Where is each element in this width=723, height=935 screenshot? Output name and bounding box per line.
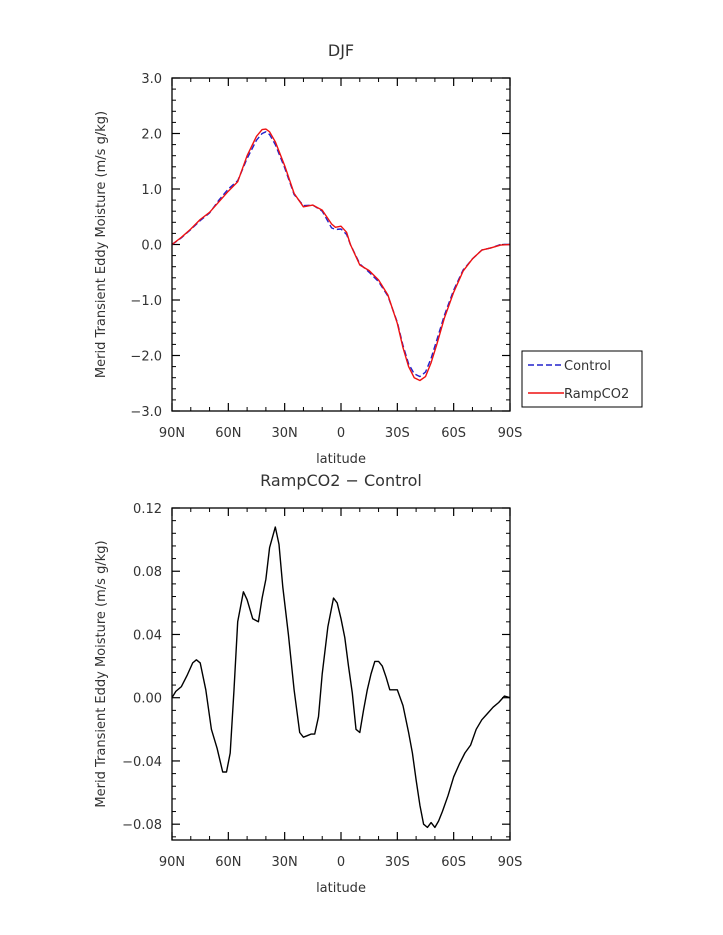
bottom-x-tick-label: 60S xyxy=(441,855,466,870)
top-x-tick-label: 0 xyxy=(337,426,345,441)
bottom-x-tick-label: 30N xyxy=(272,855,298,870)
top-chart-title: DJF xyxy=(328,41,354,60)
legend-label-rampco2: RampCO2 xyxy=(564,387,629,402)
top-plot-frame xyxy=(171,77,511,412)
legend-box xyxy=(521,350,643,408)
top-x-tick-label: 90S xyxy=(498,426,523,441)
bottom-y-axis-label: Merid Transient Eddy Moisture (m/s g/kg) xyxy=(94,540,109,807)
bottom-y-tick-label: 0.12 xyxy=(133,502,162,517)
top-y-tick-label: 3.0 xyxy=(141,72,162,87)
top-x-tick-label: 60S xyxy=(441,426,466,441)
top-y-tick-label: 1.0 xyxy=(141,183,162,198)
bottom-x-tick-label: 30S xyxy=(385,855,410,870)
top-y-tick-label: −1.0 xyxy=(130,294,162,309)
bottom-y-tick-label: 0.00 xyxy=(133,692,162,707)
legend: Control RampCO2 xyxy=(521,350,643,408)
bottom-y-tick-label: −0.08 xyxy=(122,818,162,833)
top-x-tick-label: 30S xyxy=(385,426,410,441)
legend-label-control: Control xyxy=(564,359,611,374)
top-y-tick-label: 0.0 xyxy=(141,239,162,254)
top-x-tick-label: 30N xyxy=(272,426,298,441)
bottom-x-axis-label: latitude xyxy=(316,881,366,896)
top-y-axis-label: Merid Transient Eddy Moisture (m/s g/kg) xyxy=(94,111,109,378)
bottom-panel: 90N 60N 30N 0 30S 60S 90S −0.08 −0.04 0.00 0.04 0.0… xyxy=(94,471,522,896)
top-y-tick-label: 2.0 xyxy=(141,128,162,143)
top-x-tick-label: 60N xyxy=(215,426,241,441)
top-y-tick-label: −3.0 xyxy=(130,405,162,420)
top-series-line-control xyxy=(171,131,510,378)
bottom-series-line-difference xyxy=(171,526,511,829)
bottom-y-tick-label: 0.04 xyxy=(133,628,162,643)
top-panel: 90N 60N 30N 0 30S 60S 90S −3.0 −2.0 −1.0 0.0 1.0 2.0… xyxy=(94,41,522,467)
bottom-x-tick-label: 90N xyxy=(159,855,185,870)
bottom-y-tick-label: 0.08 xyxy=(133,565,162,580)
top-series-line-rampco2 xyxy=(171,128,511,382)
top-x-tick-label: 90N xyxy=(159,426,185,441)
bottom-y-tick-label: −0.04 xyxy=(122,755,162,770)
top-x-axis-label: latitude xyxy=(316,452,366,467)
bottom-chart-title: RampCO2 − Control xyxy=(260,471,422,490)
top-y-tick-label: −2.0 xyxy=(130,350,162,365)
bottom-x-tick-label: 90S xyxy=(498,855,523,870)
bottom-plot-frame xyxy=(171,507,511,841)
bottom-x-tick-label: 0 xyxy=(337,855,345,870)
bottom-x-tick-label: 60N xyxy=(215,855,241,870)
